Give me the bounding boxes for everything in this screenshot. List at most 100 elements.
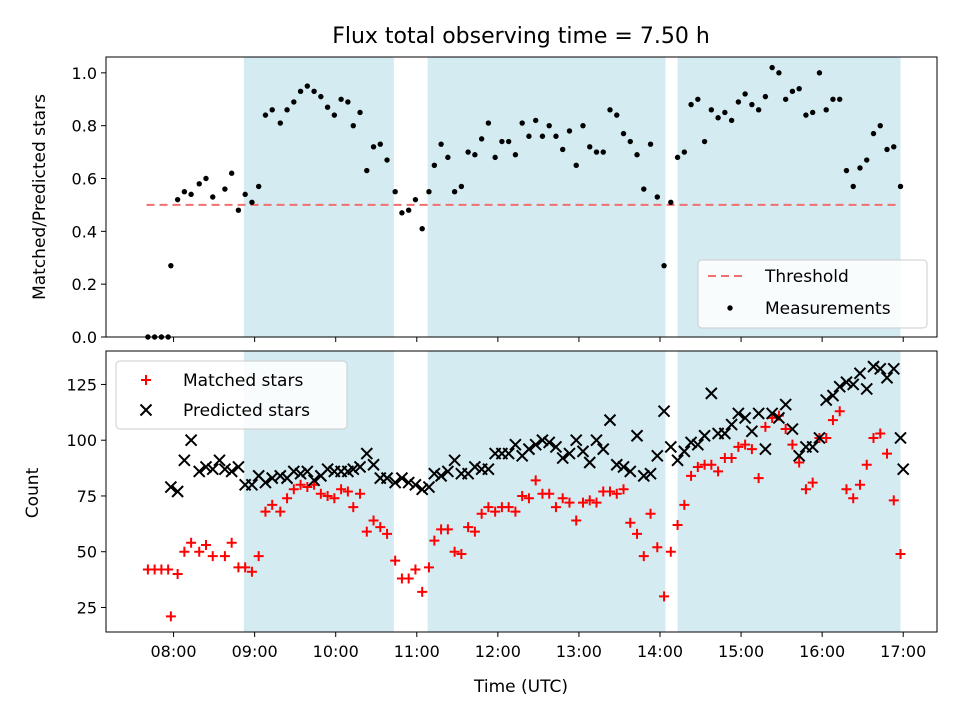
matched-star-point [882,448,893,459]
x-tick-label: 14:00 [637,642,683,661]
measurement-point [255,183,262,190]
measurement-point [392,189,398,195]
matched-star-point [564,497,575,508]
x-tick-label: 16:00 [799,642,845,661]
top-legend: Threshold Measurements [697,259,928,329]
predicted-star-point [259,476,272,489]
predicted-star-point [847,378,860,391]
matched-star-point [848,493,859,504]
measurement-point [412,196,419,203]
x-axis-label: Time (UTC) [473,677,568,697]
matched-star-point [645,508,656,519]
predicted-star-point [617,460,630,474]
measurement-point [843,167,850,174]
matched-star-point [611,488,622,499]
matched-star-point [753,473,764,484]
measurement-point [803,112,809,118]
matched-star-point [469,526,480,537]
measurement-point [377,141,383,147]
predicted-star-point [630,429,644,442]
matched-star-point [246,566,257,577]
predicted-star-point [732,407,745,420]
y-tick-label: 0.8 [72,117,97,136]
matched-star-point [456,548,467,559]
legend-predicted-label: Predicted stars [183,401,310,421]
measurement-point [311,88,317,95]
matched-star-point [827,415,838,426]
predicted-star-point [563,447,576,460]
matched-star-point [679,499,690,510]
chart-title: Flux total observing time = 7.50 h [332,24,710,49]
y-tick-label: 0.4 [72,222,97,241]
measurement-point [850,183,856,190]
measurement-point [647,141,654,147]
observing-period-band [427,57,666,337]
matched-star-point [165,611,176,622]
measurement-point [158,334,165,340]
predicted-star-point [213,454,226,467]
matched-star-point [361,526,372,537]
measurement-point [370,144,377,150]
y-tick-label: 0.2 [72,275,97,294]
matched-star-point [834,406,845,417]
matched-star-point [417,586,428,597]
measurement-point [426,189,432,195]
matched-star-point [260,506,271,517]
predicted-star-point [307,474,321,487]
predicted-star-point [765,407,779,420]
matched-star-point [625,517,636,528]
bottom-legend: Matched stars Predicted stars [115,360,348,430]
axes-frame [105,56,938,338]
predicted-star-point [583,456,596,469]
measurement-point [472,152,478,158]
predicted-star-point [468,460,482,474]
matched-star-point [342,486,353,497]
predicted-star-point [529,438,542,451]
measurement-point [830,96,836,102]
measurement-point [291,99,297,105]
measurement-point [654,194,660,200]
predicted-star-point [193,465,206,478]
measurement-point [634,152,640,158]
matched-star-point [895,548,906,559]
measurement-point [350,122,356,129]
matched-star-point [584,495,595,506]
measurement-point [228,170,235,176]
measurement-point [560,146,566,153]
measurement-point [165,334,171,340]
predicted-star-point [590,433,603,447]
matched-star-point [868,432,879,443]
matched-star-point [207,551,218,562]
matched-star-point [686,470,697,481]
matched-star-point [368,515,379,526]
x-tick-label: 15:00 [718,642,764,661]
matched-star-point [800,484,811,495]
matched-star-point [423,562,434,573]
predicted-star-point [597,442,610,456]
measurement-point [297,88,304,95]
legend-threshold-label: Threshold [764,267,849,287]
measurement-point [715,115,721,121]
axes-frame [105,350,938,633]
matched-star-point [557,493,568,504]
measurement-point [701,138,708,145]
matched-star-point [618,484,629,495]
predicted-star-point [199,460,213,474]
measurement-point [809,109,816,116]
predicted-star-point [164,480,178,494]
x-tick-label: 11:00 [394,642,440,661]
matched-star-point [219,551,230,562]
measurement-point [405,207,412,213]
matched-star-point [605,486,616,497]
x-tick-label: 13:00 [556,642,602,661]
predicted-star-point [792,449,806,463]
matched-star-point [449,546,460,557]
matched-star-point [375,522,386,533]
predicted-star-point [482,462,495,476]
measurement-point [573,162,579,169]
predicted-star-point [402,476,415,489]
measurement-point [816,70,823,76]
predicted-star-point [671,454,684,467]
measurement-point [539,133,546,139]
predicted-star-point [718,427,732,440]
